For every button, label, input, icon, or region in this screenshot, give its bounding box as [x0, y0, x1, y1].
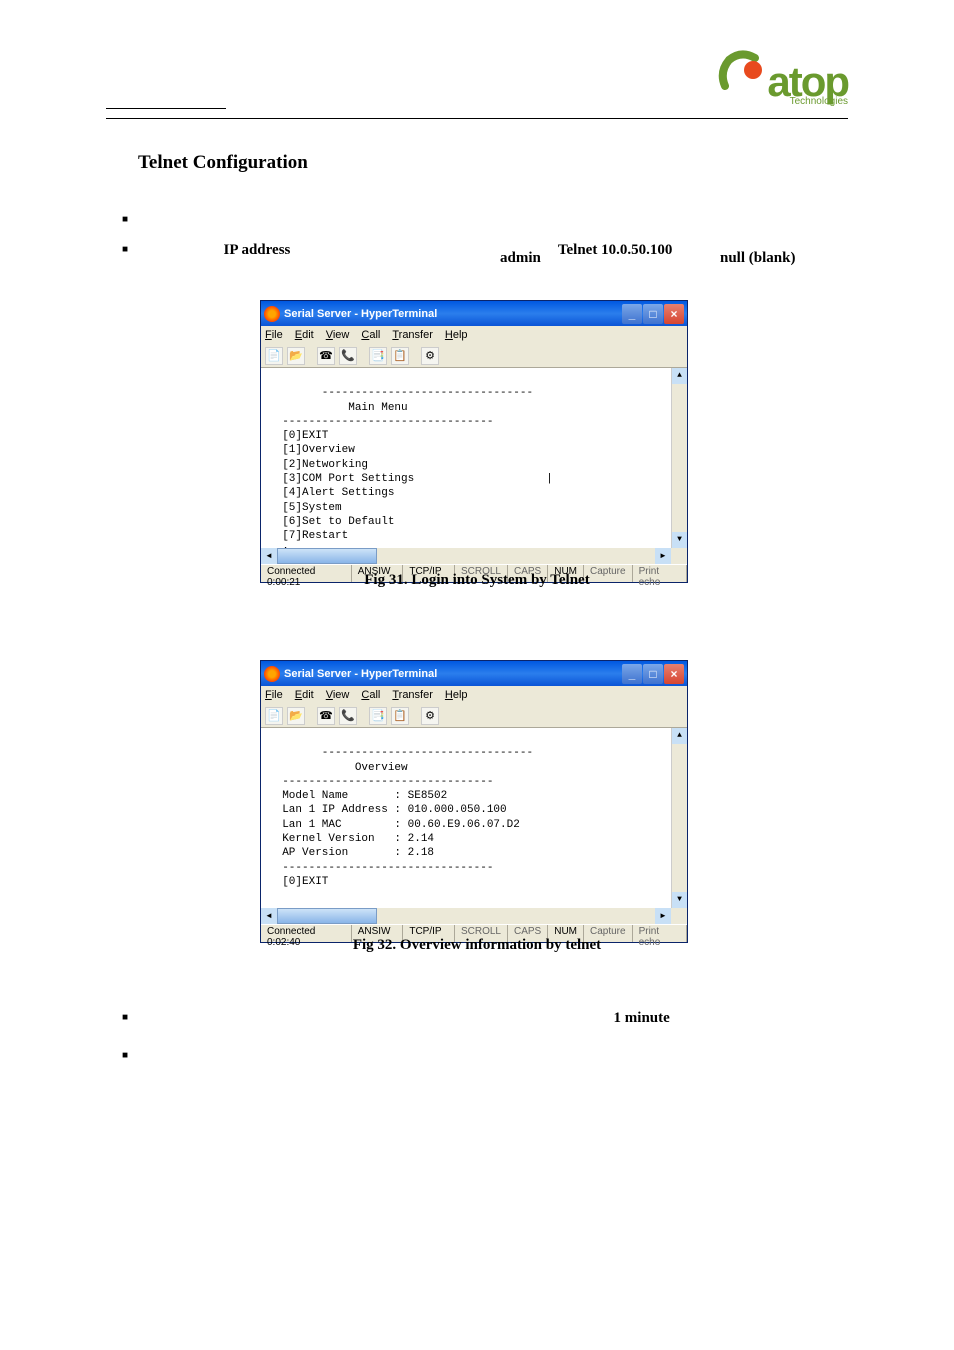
scroll-right-icon[interactable]: ► [655, 548, 671, 564]
bullet-item: 1 minute [122, 1000, 670, 1038]
connect-icon[interactable]: ☎ [317, 347, 335, 365]
scroll-thumb[interactable] [277, 908, 377, 924]
terminal-output[interactable]: -------------------------------- Overvie… [261, 728, 687, 908]
minimize-button[interactable]: _ [622, 664, 642, 684]
minimize-button[interactable]: _ [622, 304, 642, 324]
scroll-right-icon[interactable]: ► [655, 908, 671, 924]
bullet-item [122, 1038, 670, 1076]
scrollbar-vertical[interactable]: ▲ ▼ [671, 368, 687, 548]
terminal-text: -------------------------------- Main Me… [269, 387, 553, 548]
window-title: Serial Server - HyperTerminal [284, 668, 622, 680]
menu-edit[interactable]: Edit [295, 689, 314, 701]
instruction-list: IP address Telnet 10.0.50.100 [122, 205, 672, 265]
scroll-down-icon[interactable]: ▼ [672, 892, 687, 908]
logo-icon [717, 48, 765, 96]
maximize-button[interactable]: □ [643, 664, 663, 684]
properties-icon[interactable]: ⚙ [421, 707, 439, 725]
receive-icon[interactable]: 📋 [391, 347, 409, 365]
connect-icon[interactable]: ☎ [317, 707, 335, 725]
menu-call[interactable]: Call [361, 329, 380, 341]
new-icon[interactable]: 📄 [265, 707, 283, 725]
titlebar[interactable]: Serial Server - HyperTerminal _ □ × [261, 301, 687, 326]
new-icon[interactable]: 📄 [265, 347, 283, 365]
menu-file[interactable]: File [265, 329, 283, 341]
open-icon[interactable]: 📂 [287, 347, 305, 365]
toolbar: 📄 📂 ☎ 📞 📑 📋 ⚙ [261, 704, 687, 728]
scroll-up-icon[interactable]: ▲ [672, 728, 687, 744]
credential-blank: null (blank) [720, 250, 795, 267]
bold-text: 1 minute [614, 1010, 670, 1026]
menu-view[interactable]: View [326, 329, 350, 341]
menu-view[interactable]: View [326, 689, 350, 701]
toolbar: 📄 📂 ☎ 📞 📑 📋 ⚙ [261, 344, 687, 368]
scroll-left-icon[interactable]: ◄ [261, 908, 277, 924]
app-icon [264, 306, 280, 322]
logo-subtext: Technologies [790, 96, 848, 107]
scrollbar-horizontal[interactable]: ◄ ► [261, 908, 687, 924]
hyperterminal-window: Serial Server - HyperTerminal _ □ × File… [260, 660, 688, 943]
bold-text: IP address [224, 242, 291, 258]
header-separator [106, 118, 848, 119]
menubar: File Edit View Call Transfer Help [261, 326, 687, 344]
close-button[interactable]: × [664, 664, 684, 684]
menu-help[interactable]: Help [445, 689, 468, 701]
screenshot-1: Serial Server - HyperTerminal _ □ × File… [260, 300, 690, 583]
figure-caption-2: Fig 32. Overview information by telnet [0, 937, 954, 954]
close-button[interactable]: × [664, 304, 684, 324]
screenshot-2: Serial Server - HyperTerminal _ □ × File… [260, 660, 690, 943]
menu-transfer[interactable]: Transfer [392, 329, 433, 341]
bullet-item [122, 205, 672, 235]
terminal-text: -------------------------------- Overvie… [269, 747, 533, 888]
footer-list: 1 minute [122, 1000, 670, 1075]
header-underline [106, 108, 226, 109]
receive-icon[interactable]: 📋 [391, 707, 409, 725]
scrollbar-horizontal[interactable]: ◄ ► [261, 548, 687, 564]
scrollbar-vertical[interactable]: ▲ ▼ [671, 728, 687, 908]
menu-edit[interactable]: Edit [295, 329, 314, 341]
menu-help[interactable]: Help [445, 329, 468, 341]
disconnect-icon[interactable]: 📞 [339, 347, 357, 365]
scroll-up-icon[interactable]: ▲ [672, 368, 687, 384]
bold-text: Telnet 10.0.50.100 [558, 242, 672, 258]
send-icon[interactable]: 📑 [369, 347, 387, 365]
section-title: Telnet Configuration [138, 152, 308, 174]
menu-call[interactable]: Call [361, 689, 380, 701]
scroll-down-icon[interactable]: ▼ [672, 532, 687, 548]
scroll-left-icon[interactable]: ◄ [261, 548, 277, 564]
terminal-output[interactable]: -------------------------------- Main Me… [261, 368, 687, 548]
open-icon[interactable]: 📂 [287, 707, 305, 725]
scroll-thumb[interactable] [277, 548, 377, 564]
menu-file[interactable]: File [265, 689, 283, 701]
credential-admin: admin [500, 250, 541, 267]
bullet-item: IP address Telnet 10.0.50.100 [122, 235, 672, 265]
app-icon [264, 666, 280, 682]
menu-transfer[interactable]: Transfer [392, 689, 433, 701]
properties-icon[interactable]: ⚙ [421, 347, 439, 365]
disconnect-icon[interactable]: 📞 [339, 707, 357, 725]
window-title: Serial Server - HyperTerminal [284, 308, 622, 320]
menubar: File Edit View Call Transfer Help [261, 686, 687, 704]
hyperterminal-window: Serial Server - HyperTerminal _ □ × File… [260, 300, 688, 583]
titlebar[interactable]: Serial Server - HyperTerminal _ □ × [261, 661, 687, 686]
send-icon[interactable]: 📑 [369, 707, 387, 725]
maximize-button[interactable]: □ [643, 304, 663, 324]
figure-caption-1: Fig 31. Login into System by Telnet [0, 572, 954, 589]
